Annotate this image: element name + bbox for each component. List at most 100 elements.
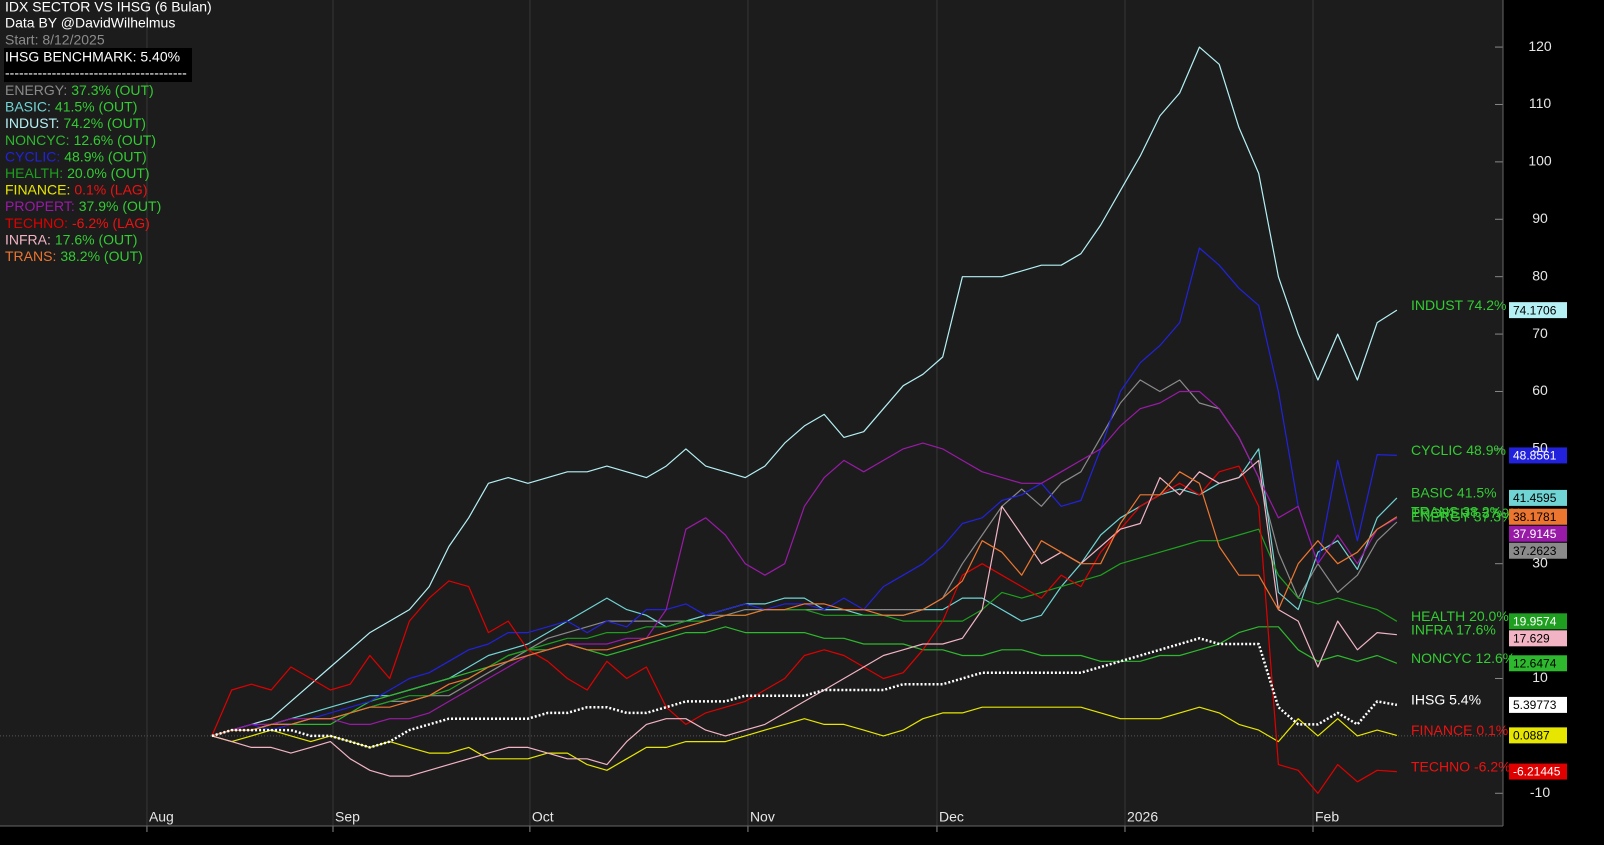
value-box-label: 48.8561	[1513, 449, 1557, 463]
legend-entry: PROPERT: 37.9% (OUT)	[5, 198, 161, 214]
series-line	[211, 46, 1398, 737]
legend-entry: TECHNO: -6.2% (LAG)	[5, 215, 150, 231]
legend-entry: CYCLIC: 48.9% (OUT)	[5, 148, 147, 164]
chart-title: IDX SECTOR VS IHSG (6 Bulan)	[5, 0, 212, 15]
separator: ---------------------------------------	[5, 65, 187, 81]
legend-entry: HEALTH: 20.0% (OUT)	[5, 165, 150, 181]
value-box-label: 5.39773	[1513, 698, 1557, 712]
x-tick-label: Oct	[532, 809, 554, 825]
legend-stat: 17.6% (OUT)	[55, 231, 137, 247]
end-label: TRANS 38.2%	[1411, 503, 1502, 519]
benchmark: IHSG BENCHMARK: 5.40%	[5, 49, 180, 65]
end-label: TECHNO -6.2%	[1411, 758, 1511, 774]
legend-stat: 38.2% (OUT)	[60, 248, 142, 264]
legend-name: TRANS:	[5, 248, 56, 264]
end-label: HEALTH 20.0%	[1411, 608, 1509, 624]
legend-entry: NONCYC: 12.6% (OUT)	[5, 132, 156, 148]
value-box	[1509, 696, 1567, 713]
value-box	[1509, 655, 1567, 672]
value-box	[1509, 447, 1567, 464]
value-box-label: 37.2623	[1513, 544, 1557, 558]
legend: ENERGY: 37.3% (OUT)BASIC: 41.5% (OUT)INDUS…	[5, 82, 161, 264]
y-tick-label: 80	[1532, 267, 1548, 283]
value-box	[1509, 763, 1567, 780]
header: IDX SECTOR VS IHSG (6 Bulan) Data BY @Da…	[4, 0, 212, 82]
series-line	[211, 637, 1398, 749]
series-line	[211, 706, 1398, 771]
value-box-label: 12.6474	[1513, 656, 1557, 670]
end-label: IHSG 5.4%	[1411, 692, 1481, 708]
lines	[211, 46, 1398, 794]
value-box	[1509, 727, 1567, 744]
value-box	[1509, 630, 1567, 647]
value-box	[1509, 508, 1567, 525]
value-box-label: 37.9145	[1513, 527, 1557, 541]
end-label: INDUST 74.2%	[1411, 297, 1506, 313]
legend-name: INDUST:	[5, 115, 59, 131]
value-box	[1509, 542, 1567, 559]
end-label: INFRA 17.6%	[1411, 621, 1496, 637]
x-tick-label: Feb	[1315, 809, 1339, 825]
y-tick-label: -10	[1530, 784, 1550, 800]
legend-entry: TRANS: 38.2% (OUT)	[5, 248, 143, 264]
value-box	[1509, 302, 1567, 319]
x-tick-label: Nov	[750, 809, 775, 825]
legend-name: ENERGY:	[5, 82, 67, 98]
start-date: Start: 8/12/2025	[5, 32, 105, 48]
legend-name: INFRA:	[5, 231, 51, 247]
legend-name: BASIC:	[5, 98, 51, 114]
y-tick-label: 30	[1532, 554, 1548, 570]
x-tick-label: Sep	[335, 809, 360, 825]
value-box	[1509, 525, 1567, 542]
legend-name: NONCYC:	[5, 132, 70, 148]
legend-entry: INFRA: 17.6% (OUT)	[5, 231, 137, 247]
legend-name: PROPERT:	[5, 198, 75, 214]
end-label: PROPERT 37.9%	[1411, 505, 1522, 521]
series-line	[211, 459, 1397, 777]
grid	[0, 0, 1503, 832]
y-tick-label: 110	[1529, 95, 1552, 111]
y-tick-label: 120	[1528, 38, 1552, 54]
legend-name: CYCLIC:	[5, 148, 60, 164]
y-tick-label: 100	[1528, 153, 1552, 169]
legend-name: HEALTH:	[5, 165, 63, 181]
series-line	[211, 626, 1398, 737]
value-box	[1509, 489, 1567, 506]
end-label: FINANCE 0.1%	[1411, 722, 1508, 738]
value-box-label: 38.1781	[1513, 510, 1557, 524]
legend-entry: INDUST: 74.2% (OUT)	[5, 115, 146, 131]
x-tick-label: Aug	[149, 809, 174, 825]
legend-stat: 12.6% (OUT)	[74, 132, 156, 148]
chart-subtitle: Data BY @DavidWilhelmus	[5, 15, 175, 31]
legend-stat: 37.3% (OUT)	[71, 82, 153, 98]
plot-area	[0, 0, 1503, 826]
value-box-label: 0.0887	[1513, 729, 1550, 743]
series-line	[211, 390, 1398, 737]
value-box	[1509, 613, 1567, 630]
legend-name: TECHNO:	[5, 215, 68, 231]
end-labels: ENERGY 37.3% BASIC 41.5% INDUST 74.2% NONCY…	[1411, 297, 1522, 774]
x-tick-label: 2026	[1127, 809, 1158, 825]
end-label: NONCYC 12.6%	[1411, 650, 1515, 666]
end-label: ENERGY 37.3%	[1411, 509, 1513, 525]
legend-stat: 74.2% (OUT)	[63, 115, 145, 131]
value-box-label: -6.21445	[1513, 765, 1561, 779]
legend-stat: 0.1% (LAG)	[74, 181, 147, 197]
value-box-label: 17.629	[1513, 631, 1550, 645]
y-tick-label: 50	[1532, 440, 1548, 456]
series-line	[211, 471, 1398, 737]
y-tick-label: 70	[1532, 325, 1548, 341]
y-tick-label: 10	[1532, 669, 1548, 685]
value-box-label: 41.4595	[1513, 491, 1557, 505]
value-box-label: 74.1706	[1513, 303, 1557, 317]
end-label: CYCLIC 48.9%	[1411, 442, 1506, 458]
legend-stat: 20.0% (OUT)	[67, 165, 149, 181]
legend-entry: ENERGY: 37.3% (OUT)	[5, 82, 154, 98]
series-line	[211, 528, 1398, 737]
end-label: BASIC 41.5%	[1411, 485, 1497, 501]
legend-entry: BASIC: 41.5% (OUT)	[5, 98, 137, 114]
legend-stat: 37.9% (OUT)	[79, 198, 161, 214]
series-line	[211, 465, 1397, 794]
benchmark-background	[4, 48, 192, 82]
